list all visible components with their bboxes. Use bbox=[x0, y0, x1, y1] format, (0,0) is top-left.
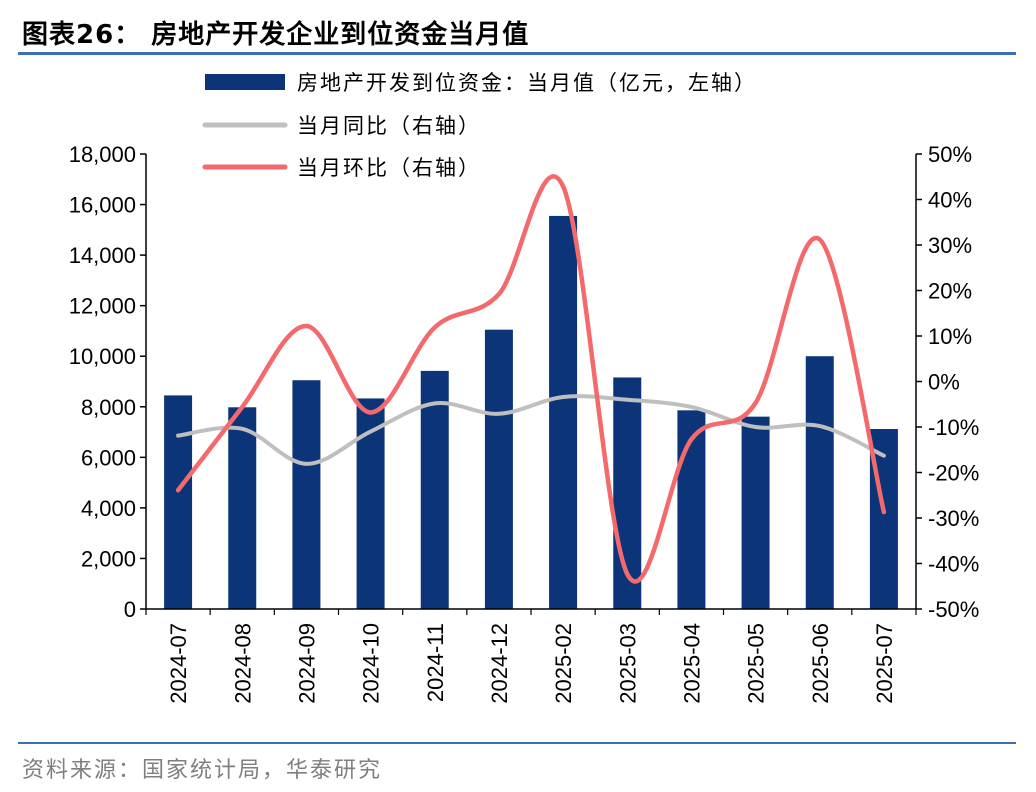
right-tick-label: -30% bbox=[928, 506, 979, 531]
right-tick-label: -50% bbox=[928, 597, 979, 622]
right-tick-label: 40% bbox=[928, 188, 972, 213]
legend-swatch-bar bbox=[205, 74, 285, 90]
bottom-rule bbox=[18, 742, 1016, 744]
mom-line bbox=[175, 174, 887, 584]
right-tick-label: -20% bbox=[928, 461, 979, 486]
bar-2024-12 bbox=[484, 329, 513, 609]
left-tick-label: 16,000 bbox=[69, 193, 136, 218]
chart: 房地产开发到位资金：当月值（亿元，左轴） 当月同比（右轴） 当月环比（右轴） 0 2,… bbox=[69, 71, 980, 704]
bar-series bbox=[164, 215, 898, 610]
right-tick-label: 20% bbox=[928, 279, 972, 304]
legend-label: 当月同比（右轴） bbox=[297, 114, 481, 138]
bar-2025-02 bbox=[549, 215, 578, 610]
right-tick-label: 50% bbox=[928, 142, 972, 167]
left-tick-label: 2,000 bbox=[81, 546, 136, 571]
x-tick-label: 2024-12 bbox=[487, 623, 512, 704]
right-tick-label: -40% bbox=[928, 552, 979, 577]
left-tick-label: 6,000 bbox=[81, 445, 136, 470]
x-tick-label: 2024-11 bbox=[423, 623, 448, 702]
yoy-line bbox=[176, 394, 886, 466]
line-series bbox=[175, 174, 887, 584]
left-tick-label: 18,000 bbox=[69, 142, 136, 167]
left-tick-label: 14,000 bbox=[69, 243, 136, 268]
x-tick-label: 2025-04 bbox=[679, 623, 704, 704]
x-tick-label: 2025-05 bbox=[744, 623, 769, 704]
bar-2024-08 bbox=[228, 407, 257, 609]
right-tick-label: 30% bbox=[928, 233, 972, 258]
x-tick-label: 2025-06 bbox=[808, 623, 833, 704]
left-tick-label: 8,000 bbox=[81, 395, 136, 420]
left-tick-label: 10,000 bbox=[69, 344, 136, 369]
right-tick-label: 0% bbox=[928, 370, 960, 395]
left-tick-label: 0 bbox=[124, 597, 136, 622]
right-tick-label: 10% bbox=[928, 324, 972, 349]
bar-2024-09 bbox=[292, 380, 321, 609]
bar-2025-04 bbox=[677, 410, 706, 609]
figure-title: 图表26： 房地产开发企业到位资金当月值 bbox=[22, 20, 530, 50]
x-tick-label: 2025-02 bbox=[551, 623, 576, 704]
x-tick-label: 2024-10 bbox=[359, 623, 384, 704]
left-tick-label: 4,000 bbox=[81, 496, 136, 521]
x-tick-label: 2024-09 bbox=[294, 623, 319, 704]
source-note: 资料来源：国家统计局，华泰研究 bbox=[22, 758, 383, 783]
legend: 房地产开发到位资金：当月值（亿元，左轴） 当月同比（右轴） 当月环比（右轴） bbox=[202, 71, 757, 180]
legend-label: 房地产开发到位资金：当月值（亿元，左轴） bbox=[297, 71, 757, 95]
bar-2024-11 bbox=[420, 370, 449, 609]
bar-2024-07 bbox=[164, 395, 193, 609]
bar-2025-06 bbox=[805, 356, 834, 609]
x-tick-label: 2025-03 bbox=[615, 623, 640, 704]
left-tick-label: 12,000 bbox=[69, 294, 136, 319]
x-tick-label: 2024-07 bbox=[166, 623, 191, 704]
top-rule bbox=[18, 52, 1016, 55]
x-tick-label: 2025-07 bbox=[872, 623, 897, 704]
x-tick-label: 2024-08 bbox=[230, 623, 255, 704]
bar-2025-05 bbox=[741, 416, 770, 609]
axes: 0 2,000 4,000 6,000 8,000 10,000 12,000 14,000 1… bbox=[69, 142, 980, 704]
right-tick-label: -10% bbox=[928, 415, 979, 440]
legend-label: 当月环比（右轴） bbox=[297, 156, 481, 180]
